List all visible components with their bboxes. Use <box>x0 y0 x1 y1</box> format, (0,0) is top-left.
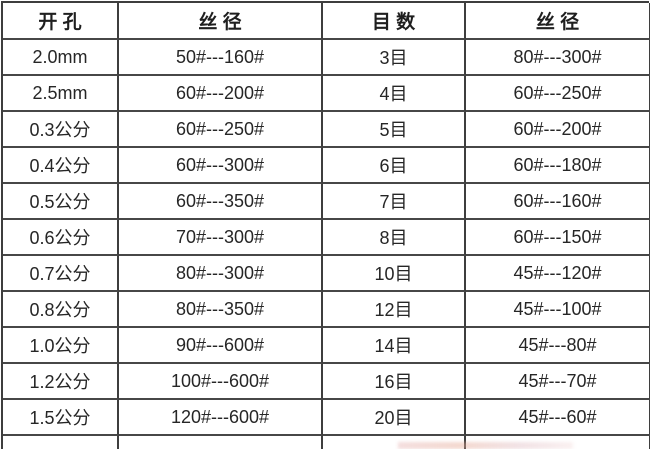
cell-opening: 2.5mm <box>3 76 119 112</box>
cell-wire-diameter: 90#---600# <box>119 328 323 364</box>
cell-opening: 0.3公分 <box>3 112 119 148</box>
cell-wire-diameter2: 45#---70# <box>466 364 650 400</box>
cell-wire-diameter: 60#---350# <box>119 184 323 220</box>
cell-mesh-count: 7目 <box>323 184 466 220</box>
cell-wire-diameter: 60#---300# <box>119 148 323 184</box>
cell-wire-diameter2: 60#---150# <box>466 220 650 256</box>
cell-wire-diameter: 80#---350# <box>119 292 323 328</box>
cell-wire-diameter: 60#---200# <box>119 76 323 112</box>
cell-wire-diameter: 100#---600# <box>119 364 323 400</box>
cell-mesh-count: 8目 <box>323 220 466 256</box>
header-cell-wire-diameter: 丝 径 <box>119 3 323 40</box>
cell-wire-diameter: 80#---300# <box>119 256 323 292</box>
table-cell-partial <box>3 436 119 449</box>
cell-mesh-count: 20目 <box>323 400 466 436</box>
cell-opening: 1.2公分 <box>3 364 119 400</box>
cell-opening: 0.5公分 <box>3 184 119 220</box>
cell-wire-diameter: 70#---300# <box>119 220 323 256</box>
cell-wire-diameter2: 45#---100# <box>466 292 650 328</box>
cell-mesh-count: 5目 <box>323 112 466 148</box>
header-cell-mesh-count: 目 数 <box>323 3 466 40</box>
cell-wire-diameter2: 60#---250# <box>466 76 650 112</box>
cell-wire-diameter2: 45#---80# <box>466 328 650 364</box>
cell-wire-diameter2: 60#---160# <box>466 184 650 220</box>
cell-mesh-count: 10目 <box>323 256 466 292</box>
cell-wire-diameter2: 80#---300# <box>466 40 650 76</box>
cell-mesh-count: 3目 <box>323 40 466 76</box>
cell-opening: 2.0mm <box>3 40 119 76</box>
cell-mesh-count: 16目 <box>323 364 466 400</box>
cell-wire-diameter2: 60#---200# <box>466 112 650 148</box>
table-cell-partial <box>323 436 466 449</box>
cell-opening: 1.0公分 <box>3 328 119 364</box>
header-cell-wire-diameter2: 丝 径 <box>466 3 650 40</box>
cell-opening: 0.6公分 <box>3 220 119 256</box>
cell-wire-diameter2: 45#---120# <box>466 256 650 292</box>
table-cell-partial <box>466 436 650 449</box>
cell-opening: 1.5公分 <box>3 400 119 436</box>
cell-wire-diameter2: 60#---180# <box>466 148 650 184</box>
cell-wire-diameter2: 45#---60# <box>466 400 650 436</box>
cell-opening: 0.8公分 <box>3 292 119 328</box>
table-cell-partial <box>119 436 323 449</box>
cell-wire-diameter: 50#---160# <box>119 40 323 76</box>
cell-mesh-count: 4目 <box>323 76 466 112</box>
cell-mesh-count: 6目 <box>323 148 466 184</box>
cell-wire-diameter: 60#---250# <box>119 112 323 148</box>
cell-opening: 0.4公分 <box>3 148 119 184</box>
cell-opening: 0.7公分 <box>3 256 119 292</box>
header-cell-opening: 开 孔 <box>3 3 119 40</box>
cell-mesh-count: 14目 <box>323 328 466 364</box>
cell-wire-diameter: 120#---600# <box>119 400 323 436</box>
cell-mesh-count: 12目 <box>323 292 466 328</box>
